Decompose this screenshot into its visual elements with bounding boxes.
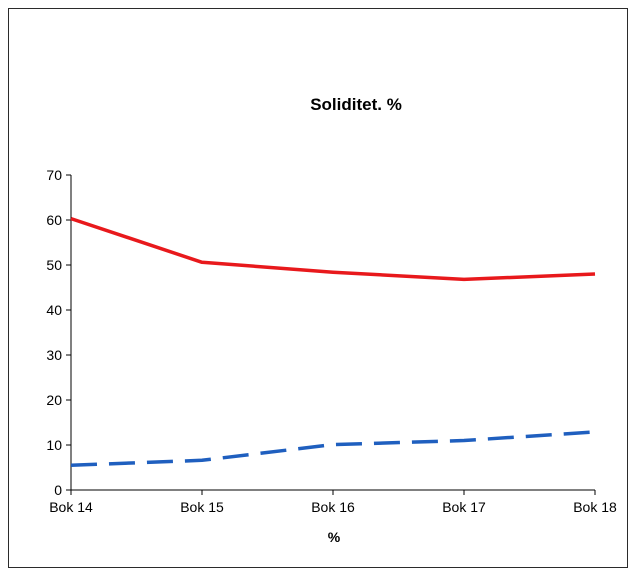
series-line-2 — [70, 430, 596, 468]
y-tick-label: 30 — [46, 347, 62, 363]
y-tick-label: 50 — [46, 257, 62, 273]
x-axis-label: % — [328, 529, 341, 545]
series-line-1 — [70, 216, 596, 282]
x-tick-label: Bok 17 — [442, 499, 486, 515]
chart-frame — [8, 8, 628, 568]
x-tick-label: Bok 15 — [180, 499, 224, 515]
y-tick-label: 10 — [46, 437, 62, 453]
y-tick-label: 40 — [46, 302, 62, 318]
y-tick-label: 70 — [46, 167, 62, 183]
chart-title: Soliditet. % — [310, 95, 402, 114]
x-tick-label: Bok 18 — [573, 499, 617, 515]
y-tick-label: 20 — [46, 392, 62, 408]
x-tick-label: Bok 14 — [49, 499, 93, 515]
x-tick-label: Bok 16 — [311, 499, 355, 515]
y-tick-label: 0 — [54, 482, 62, 498]
axes: 0 10 20 30 40 50 60 70 Bok 14 Bok 15 Bok 16 Bok 17 B… — [46, 167, 617, 515]
series-group — [70, 216, 596, 468]
y-tick-label: 60 — [46, 212, 62, 228]
